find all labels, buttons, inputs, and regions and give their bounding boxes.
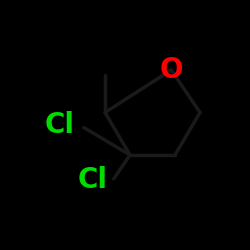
Text: O: O — [160, 56, 183, 84]
Text: Cl: Cl — [45, 111, 75, 139]
Text: Cl: Cl — [78, 166, 108, 194]
